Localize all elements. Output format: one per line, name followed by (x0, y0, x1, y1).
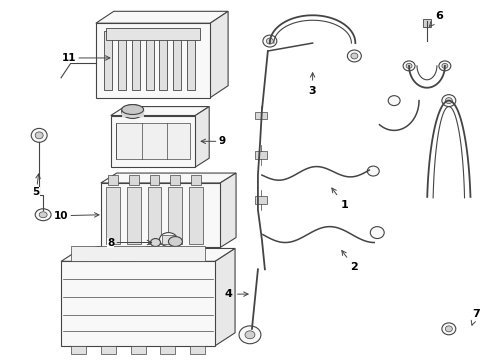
Bar (116, 123, 190, 159)
Bar (171, 175, 180, 185)
Bar (96, 23, 210, 98)
Text: 2: 2 (342, 251, 358, 272)
Bar (71, 346, 86, 354)
Bar (161, 346, 175, 354)
Polygon shape (61, 248, 235, 261)
Ellipse shape (445, 98, 452, 104)
Ellipse shape (445, 326, 452, 332)
Bar (159, 31, 168, 90)
Ellipse shape (351, 53, 358, 59)
Ellipse shape (35, 209, 51, 221)
Ellipse shape (239, 326, 261, 344)
Ellipse shape (31, 129, 47, 142)
Polygon shape (101, 173, 236, 183)
Bar (132, 31, 140, 90)
Text: 11: 11 (62, 53, 110, 63)
Polygon shape (196, 107, 209, 167)
Ellipse shape (142, 247, 155, 256)
Bar (149, 175, 159, 185)
Ellipse shape (122, 105, 144, 114)
Text: 3: 3 (309, 73, 317, 96)
Bar (101, 183, 220, 247)
Bar (122, 109, 144, 117)
Bar (255, 112, 267, 120)
Text: 4: 4 (224, 289, 248, 299)
Bar (190, 346, 205, 354)
Bar (129, 175, 139, 185)
Ellipse shape (169, 237, 182, 247)
Ellipse shape (403, 61, 415, 71)
Ellipse shape (35, 132, 43, 139)
Bar (104, 31, 112, 90)
Bar (191, 175, 201, 185)
Ellipse shape (159, 233, 177, 247)
Ellipse shape (370, 227, 384, 239)
Ellipse shape (388, 96, 400, 105)
Bar (255, 196, 267, 204)
Ellipse shape (442, 95, 456, 107)
Ellipse shape (368, 166, 379, 176)
Ellipse shape (245, 331, 255, 339)
Bar (173, 31, 181, 90)
Ellipse shape (439, 61, 451, 71)
Text: 1: 1 (332, 188, 348, 210)
Bar (146, 31, 153, 90)
Ellipse shape (150, 239, 161, 247)
Text: 5: 5 (32, 174, 40, 197)
Bar (106, 28, 200, 40)
Ellipse shape (92, 247, 106, 256)
Polygon shape (210, 11, 228, 98)
Ellipse shape (347, 50, 361, 62)
Text: 6: 6 (430, 11, 443, 26)
Bar (91, 251, 107, 261)
Bar (423, 19, 431, 27)
Bar (187, 31, 196, 90)
Bar (101, 346, 116, 354)
Ellipse shape (442, 63, 448, 68)
Bar (141, 251, 156, 261)
Bar (147, 187, 162, 243)
Bar (61, 261, 215, 346)
Ellipse shape (122, 105, 144, 118)
Bar (189, 187, 203, 243)
Text: 7: 7 (471, 309, 480, 325)
Polygon shape (215, 248, 235, 346)
Text: 8: 8 (107, 238, 151, 248)
Ellipse shape (406, 63, 412, 68)
Bar (106, 187, 120, 243)
Bar (169, 187, 182, 243)
Bar (163, 235, 174, 244)
Bar (131, 346, 146, 354)
Bar (108, 175, 118, 185)
Ellipse shape (39, 212, 47, 218)
Polygon shape (111, 107, 209, 116)
Polygon shape (96, 11, 228, 23)
Ellipse shape (442, 323, 456, 335)
Text: 9: 9 (201, 136, 226, 146)
Bar (255, 151, 267, 159)
Ellipse shape (263, 35, 277, 47)
Polygon shape (220, 173, 236, 247)
Bar (118, 31, 125, 90)
Bar (71, 247, 205, 261)
Bar (127, 187, 141, 243)
Text: 10: 10 (54, 211, 99, 221)
Ellipse shape (267, 38, 273, 44)
Bar (111, 116, 196, 167)
